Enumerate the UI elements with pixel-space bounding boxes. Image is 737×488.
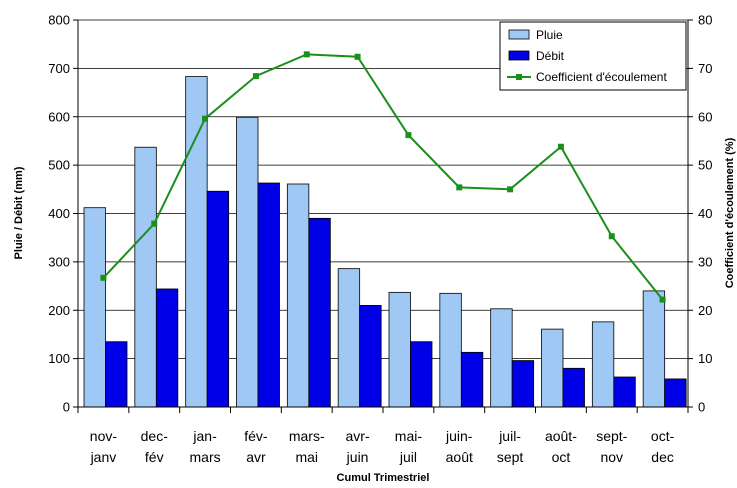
x-tick-label: mai — [295, 449, 318, 465]
coefficient-point — [202, 115, 209, 122]
legend-swatch-debit — [508, 50, 530, 61]
x-tick-label: fév — [145, 449, 164, 465]
y-axis-title: Pluie / Débit (mm) — [13, 166, 25, 259]
y-tick-label: 100 — [48, 351, 70, 366]
x-tick-label: sept- — [596, 428, 627, 444]
bars — [83, 76, 687, 408]
x-tick-label: juin — [346, 449, 369, 465]
pluie-bar — [185, 76, 208, 408]
y2-axis-title: Coefficient d'écoulement (%) — [724, 137, 736, 288]
x-tick-label: janv — [90, 449, 117, 465]
pluie-bar — [642, 290, 666, 408]
debit-bar — [562, 367, 585, 408]
x-tick-label: juil- — [498, 428, 521, 444]
coefficient-line — [100, 51, 666, 303]
x-tick-label: oct- — [651, 428, 675, 444]
x-tick-label: nov — [600, 449, 623, 465]
x-tick-label: jan- — [192, 428, 217, 444]
y-tick-label: 500 — [48, 158, 70, 173]
legend-label-pluie: Pluie — [536, 28, 563, 42]
legend-box — [499, 21, 687, 91]
coefficient-line-path — [102, 53, 664, 301]
pluie-bar — [388, 291, 411, 408]
debit-bar — [308, 217, 331, 408]
legend-swatch-pluie — [508, 29, 530, 40]
coefficient-point — [507, 186, 514, 193]
y-ticks: 0 100 200 300 400 500 600 700 800 — [48, 13, 78, 415]
debit-bar — [460, 351, 484, 408]
x-ticks: nov-janv dec-fév jan-mars fév-avr mars-mai av… — [77, 407, 689, 465]
x-tick-label: nov- — [90, 428, 118, 444]
y2-tick-label: 10 — [698, 351, 712, 366]
pluie-bar — [83, 207, 106, 408]
pluie-bar — [541, 328, 564, 408]
debit-bar — [664, 378, 687, 408]
coefficient-point — [303, 51, 310, 58]
x-tick-label: juin- — [445, 428, 473, 444]
y2-tick-label: 30 — [698, 254, 712, 269]
y-tick-label: 0 — [63, 400, 70, 415]
debit-bar — [206, 190, 230, 408]
y2-tick-label: 50 — [698, 158, 712, 173]
y2-tick-label: 40 — [698, 206, 712, 221]
x-tick-label: juil — [399, 449, 417, 465]
x-tick-label: dec — [651, 449, 674, 465]
y-tick-label: 600 — [48, 109, 70, 124]
x-tick-label: sept — [497, 449, 524, 465]
y2-tick-label: 70 — [698, 61, 712, 76]
y-tick-label: 400 — [48, 206, 70, 221]
x-tick-label: mars — [190, 449, 221, 465]
y-tick-label: 700 — [48, 61, 70, 76]
legend-label-debit: Débit — [536, 49, 565, 63]
coefficient-point — [151, 220, 158, 227]
x-tick-label: août — [446, 449, 473, 465]
pluie-bar — [236, 116, 259, 408]
coefficient-point — [608, 233, 615, 240]
coefficient-point — [659, 296, 666, 303]
y-tick-label: 300 — [48, 254, 70, 269]
coefficient-point — [456, 184, 463, 191]
x-tick-label: dec- — [141, 428, 169, 444]
coefficient-point — [252, 73, 259, 80]
coefficient-point — [100, 274, 107, 281]
x-tick-label: oct — [552, 449, 571, 465]
debit-bar — [359, 305, 382, 408]
y2-tick-label: 20 — [698, 303, 712, 318]
debit-bar — [105, 341, 128, 408]
debit-bar — [410, 341, 433, 408]
pluie-bar — [591, 321, 615, 408]
y2-tick-label: 0 — [698, 400, 705, 415]
x-tick-label: fév- — [244, 428, 268, 444]
x-tick-label: mars- — [289, 428, 325, 444]
legend-marker-coefficient — [516, 74, 522, 80]
x-tick-label: avr — [246, 449, 266, 465]
debit-bar — [613, 376, 636, 408]
x-tick-label: mai- — [395, 428, 423, 444]
debit-bar — [257, 182, 280, 408]
x-tick-label: avr- — [346, 428, 370, 444]
y2-ticks: 0 10 20 30 40 50 60 70 80 — [688, 13, 712, 415]
gridlines — [78, 19, 688, 360]
coefficient-point — [557, 143, 564, 150]
x-axis-title: Cumul Trimestriel — [337, 472, 430, 484]
pluie-bar — [337, 268, 361, 408]
coefficient-point — [354, 53, 361, 60]
coefficient-point — [405, 132, 412, 139]
pluie-bar — [134, 146, 157, 408]
x-tick-label: août- — [545, 428, 577, 444]
debit-bar — [511, 360, 535, 408]
legend-label-coefficient: Coefficient d'écoulement — [536, 70, 667, 84]
y-tick-label: 800 — [48, 13, 70, 28]
pluie-bar — [439, 292, 462, 408]
legend: Pluie Débit Coefficient d'écoulement — [499, 21, 687, 91]
y2-tick-label: 80 — [698, 13, 712, 28]
debit-bar — [155, 288, 179, 408]
pluie-bar — [286, 183, 310, 408]
pluie-bar — [490, 308, 513, 408]
y-tick-label: 200 — [48, 303, 70, 318]
y2-tick-label: 60 — [698, 109, 712, 124]
